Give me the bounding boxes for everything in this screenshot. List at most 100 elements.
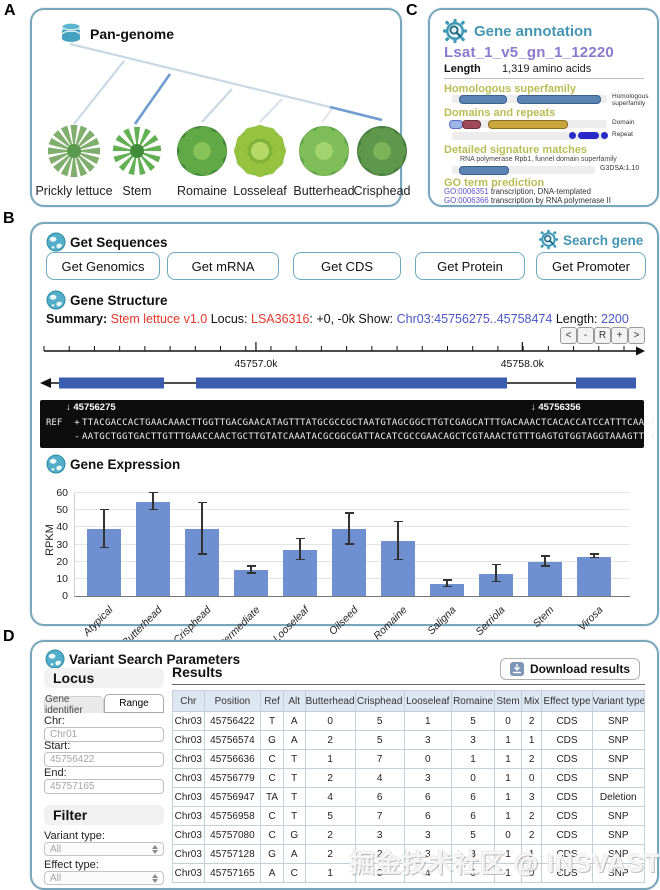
tab-gene-identifier[interactable]: Gene identifier [44, 694, 104, 716]
table-cell: 0 [520, 768, 543, 788]
go-term-link[interactable]: GO:0006351 [444, 187, 489, 196]
table-cell: SNP [591, 730, 646, 750]
table-cell: 1 [494, 730, 522, 750]
x-tick-label: Atypical [81, 604, 116, 639]
nav-button-reset[interactable]: R [594, 327, 611, 344]
table-cell: SNP [591, 825, 646, 845]
table-cell: Chr03 [172, 787, 205, 807]
signature-text: RNA polymerase Rpb1, funnel domain super… [460, 156, 617, 163]
signature-track [452, 166, 595, 175]
table-row: Chr03 45756574 G A 2 5 3 3 1 1 CDS SNP [172, 730, 646, 750]
down-arrow-icon: ↓ [531, 402, 539, 413]
error-bar-cap [246, 572, 256, 574]
filter-section-header: Filter [44, 805, 164, 825]
table-cell: A [282, 730, 306, 750]
column-header-romaine[interactable]: Romaine [450, 690, 496, 712]
y-tick-label: 40 [56, 521, 68, 534]
column-header-ref[interactable]: Ref [260, 690, 284, 712]
sequences-panel: Get Sequences Search gene Get Genomics Ge… [30, 222, 659, 654]
results-table[interactable]: Chr Position Ref Alt Butterhead Crisphead Loos… [172, 690, 646, 883]
table-cell: 6 [450, 806, 496, 826]
column-header-effect-type[interactable]: Effect type [541, 690, 593, 712]
nav-button-left[interactable]: < [560, 327, 577, 344]
column-header-position[interactable]: Position [203, 690, 262, 712]
domain-track-label: Domain [612, 119, 635, 126]
get-sequences-title: Get Sequences [70, 235, 168, 250]
error-bar-cap [393, 520, 403, 523]
svg-text:45758.0k: 45758.0k [501, 358, 545, 370]
table-cell: SNP [591, 863, 646, 883]
get-genomics-button[interactable]: Get Genomics [46, 252, 160, 280]
database-icon [60, 22, 82, 46]
assembly-name: Stem lettuce v1.0 [110, 312, 208, 326]
tab-range[interactable]: Range [104, 694, 164, 713]
error-bar-cap [197, 501, 207, 504]
get-promoter-button[interactable]: Get Promoter [536, 252, 646, 280]
x-tick-label: Virosa [576, 604, 606, 634]
table-cell: A [260, 863, 284, 883]
table-cell: 0 [304, 711, 356, 731]
start-input[interactable] [44, 752, 164, 767]
bar-intermediate [234, 570, 268, 596]
length-label: Length [444, 63, 481, 75]
variety-image-crisphead [353, 122, 411, 180]
superfamily-track-label: Homologous superfamily [612, 93, 649, 108]
error-bar-cap [491, 580, 501, 583]
column-header-variant-type[interactable]: Variant type [591, 690, 646, 712]
pan-genome-panel: Pan-genome Prickly lettuce Stem Romaine Los… [30, 8, 410, 207]
column-header-stem[interactable]: Stem [494, 690, 522, 712]
table-cell: 45757128 [203, 844, 262, 864]
domain-bar-maroon [462, 120, 481, 129]
nav-button-right[interactable]: > [628, 327, 645, 344]
end-input[interactable] [44, 779, 164, 794]
search-gene-button[interactable]: Search gene [563, 233, 644, 248]
table-cell: 0 [354, 863, 405, 883]
table-cell: 2 [354, 844, 405, 864]
effect-type-select[interactable]: All [44, 871, 164, 885]
column-header-alt[interactable]: Alt [282, 690, 306, 712]
variety-label: Crisphead [353, 184, 411, 198]
table-cell: Chr03 [172, 768, 205, 788]
chr-input[interactable] [44, 727, 164, 742]
gene-model-track[interactable] [32, 372, 657, 394]
gene-id-link[interactable]: Lsat_1_v5_gn_1_12220 [444, 44, 614, 61]
y-tick-label: 20 [56, 555, 68, 568]
divider [444, 78, 644, 79]
y-tick-label: 50 [56, 504, 68, 517]
nav-button-zoom-out[interactable]: - [577, 327, 594, 344]
table-cell: 1 [494, 787, 522, 807]
error-bar-cap [295, 558, 305, 560]
table-cell: SNP [591, 844, 646, 864]
get-mrna-button[interactable]: Get mRNA [167, 252, 279, 280]
table-cell: 1 [304, 749, 356, 769]
get-cds-button[interactable]: Get CDS [293, 252, 401, 280]
locus-id[interactable]: LSA36316 [251, 312, 310, 326]
download-results-button[interactable]: Download results [500, 658, 641, 680]
table-cell: 1 [494, 863, 522, 883]
nav-button-zoom-in[interactable]: + [611, 327, 628, 344]
get-protein-button[interactable]: Get Protein [415, 252, 525, 280]
variety-image-butterhead [295, 122, 353, 180]
table-cell: 45756947 [203, 787, 262, 807]
column-header-mix[interactable]: Mix [520, 690, 543, 712]
error-bar [103, 510, 105, 548]
error-bar-cap [344, 543, 354, 545]
error-bar [250, 566, 252, 574]
column-header-butterhead[interactable]: Butterhead [304, 690, 356, 712]
table-cell: 45756574 [203, 730, 262, 750]
summary-label: Summary: [46, 312, 108, 326]
table-cell: A [282, 711, 306, 731]
table-cell: 1 [494, 806, 522, 826]
gene-structure-summary: Summary: Stem lettuce v1.0 Locus: LSA363… [46, 312, 629, 326]
variant-type-select[interactable]: All [44, 842, 164, 856]
signature-track-label: G3DSA:1.10 [600, 165, 640, 172]
go-term-link[interactable]: GO:0006366 [444, 196, 489, 205]
table-cell: 2 [520, 749, 543, 769]
error-bar-cap [589, 556, 599, 559]
error-bar [299, 539, 301, 560]
y-tick-label: 60 [56, 487, 68, 499]
column-header-chr[interactable]: Chr [172, 690, 205, 712]
error-bar [201, 503, 203, 555]
column-header-looseleaf[interactable]: Looseleaf [403, 690, 452, 712]
column-header-crisphead[interactable]: Crisphead [354, 690, 405, 712]
